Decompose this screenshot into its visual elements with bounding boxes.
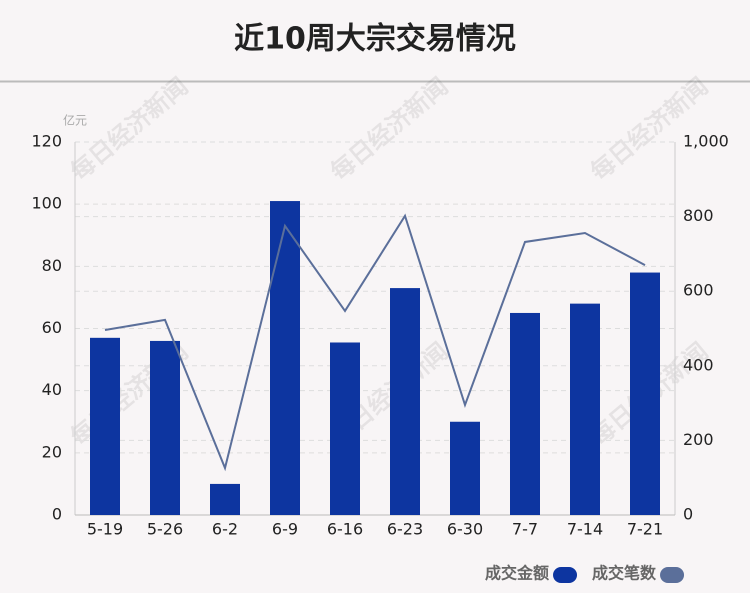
bar <box>210 483 240 515</box>
legend-label: 成交金额 <box>485 564 549 583</box>
bar <box>390 288 420 515</box>
y-unit: 亿元 <box>63 113 87 128</box>
y-tick-label: 20 <box>42 442 62 461</box>
y2-tick-label: 200 <box>683 430 714 449</box>
x-tick-label: 6-23 <box>387 520 423 539</box>
y-tick-label: 80 <box>42 256 62 275</box>
legend-swatch <box>553 567 578 583</box>
y2-tick-label: 600 <box>683 281 714 300</box>
legend-label: 成交笔数 <box>592 564 657 583</box>
bar <box>270 201 300 515</box>
bar <box>570 303 600 515</box>
x-tick-label: 6-2 <box>212 520 238 539</box>
x-tick-label: 6-16 <box>327 520 363 539</box>
bar <box>330 342 360 515</box>
y2-tick-label: 0 <box>683 505 693 524</box>
bar <box>450 421 480 515</box>
line <box>104 213 646 472</box>
y-tick-label: 120 <box>31 132 62 151</box>
x-tick-label: 6-30 <box>447 520 483 539</box>
x-tick-label: 7-21 <box>627 520 663 539</box>
x-tick-label: 6-9 <box>272 520 298 539</box>
x-tick-label: 7-14 <box>567 520 603 539</box>
bar <box>150 340 180 515</box>
y-tick-label: 40 <box>42 380 62 399</box>
y2-tick-label: 800 <box>683 206 714 225</box>
bar <box>630 272 660 515</box>
bar <box>90 337 120 515</box>
y2-tick-label: 400 <box>683 355 714 374</box>
x-tick-label: 7-7 <box>512 520 538 539</box>
legend-swatch <box>660 567 685 583</box>
y2-tick-label: 1,000 <box>683 132 729 151</box>
y-tick-label: 60 <box>42 318 62 337</box>
y-tick-label: 100 <box>31 194 62 213</box>
x-tick-label: 5-19 <box>87 520 123 539</box>
chart-title: 近10周大宗交易情况 <box>234 22 516 57</box>
x-tick-label: 5-26 <box>147 520 183 539</box>
y-tick-label: 0 <box>52 505 62 524</box>
bar <box>510 312 540 515</box>
